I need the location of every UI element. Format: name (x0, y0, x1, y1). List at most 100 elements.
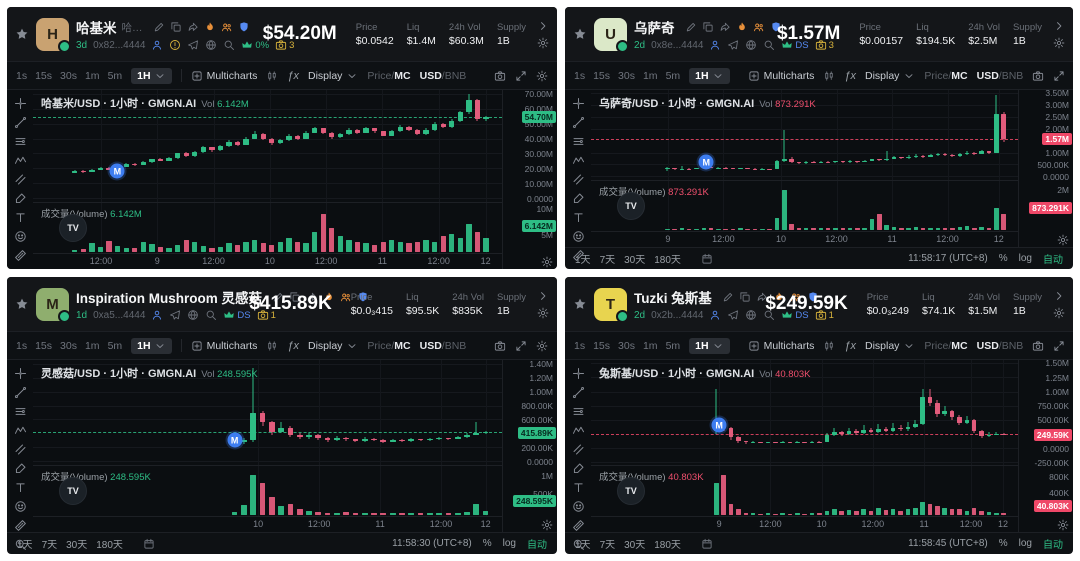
fullscreen-icon[interactable] (1053, 340, 1065, 352)
holders-icon[interactable] (790, 291, 802, 303)
channel-icon[interactable] (572, 173, 585, 186)
horizontal-lines-icon[interactable] (572, 405, 585, 418)
website-icon[interactable] (745, 309, 757, 321)
timeframe-1h-button[interactable]: 1H (689, 67, 730, 84)
price-chart[interactable]: 哈基米/USD · 1小时 · GMGN.AI Vol 6.142M M (33, 90, 502, 202)
candle-style-icon[interactable] (823, 340, 835, 352)
dev-icon[interactable] (151, 39, 163, 51)
favorite-star-icon[interactable] (15, 297, 29, 311)
favorite-star-icon[interactable] (573, 27, 587, 41)
migration-marker[interactable]: M (227, 432, 243, 448)
copy-icon[interactable] (170, 21, 182, 33)
timeframe-1h-button[interactable]: 1H (131, 337, 172, 354)
dev-icon[interactable] (709, 39, 721, 51)
range-3-button[interactable]: 30天 (66, 540, 88, 551)
emoji-icon[interactable] (14, 500, 27, 513)
time-axis[interactable]: 10 12:00 11 12:00 12 (33, 516, 502, 532)
horizontal-lines-icon[interactable] (14, 405, 27, 418)
multicharts-button[interactable]: Multicharts (748, 340, 814, 352)
telegram-icon[interactable] (727, 39, 739, 51)
usd-bnb-toggle[interactable]: USD/BNB (976, 339, 1024, 352)
crown-badge[interactable]: DS (781, 39, 809, 51)
dev-icon[interactable] (151, 309, 163, 321)
candle-style-icon[interactable] (266, 340, 278, 352)
price-mc-toggle[interactable]: Price/MC (367, 339, 411, 352)
emoji-icon[interactable] (572, 230, 585, 243)
indicators-fx-button[interactable]: ƒx (844, 339, 856, 352)
timeframe-5m-button[interactable]: 5m (665, 69, 681, 82)
range-4-button[interactable]: 180天 (96, 540, 123, 551)
price-axis[interactable]: 3.50M 3.00M 2.50M 2.00M 1.00M 500.00K 0.0000 1.… (1019, 88, 1073, 182)
time-axis[interactable]: 9 12:00 10 12:00 11 12:00 12 (591, 516, 1018, 532)
emoji-icon[interactable] (14, 230, 27, 243)
settings-gear-icon[interactable] (536, 70, 548, 82)
timeframe-5m-button[interactable]: 5m (107, 339, 123, 352)
holders-icon[interactable] (221, 21, 233, 33)
tradingview-logo[interactable]: TV (617, 192, 645, 220)
fullscreen-icon[interactable] (1053, 70, 1065, 82)
range-1-button[interactable]: 1天 (575, 255, 591, 266)
token-avatar[interactable]: H (36, 17, 71, 53)
range-3-button[interactable]: 30天 (624, 540, 646, 551)
time-axis[interactable]: 9 12:00 10 12:00 11 12:00 12 (591, 231, 1018, 247)
multicharts-button[interactable]: Multicharts (191, 340, 257, 352)
token-address[interactable]: 0x2b...4444 (651, 309, 704, 321)
horizontal-lines-icon[interactable] (14, 135, 27, 148)
snapshot-badge[interactable]: 3 (815, 39, 834, 51)
xabcd-pattern-icon[interactable] (14, 424, 27, 437)
snapshot-badge[interactable]: 1 (257, 309, 276, 321)
indicators-fx-button[interactable]: ƒx (287, 69, 299, 82)
ruler-icon[interactable] (572, 519, 585, 532)
migration-marker[interactable]: M (698, 154, 714, 170)
tradingview-logo[interactable]: TV (617, 477, 645, 505)
zoom-in-icon[interactable] (14, 268, 27, 269)
screenshot-icon[interactable] (1032, 340, 1044, 352)
price-axis[interactable]: 1.40M 1.20M 1.00M 800.00K 600.00K 200.00K 0.00… (503, 359, 557, 467)
price-mc-toggle[interactable]: Price/MC (924, 69, 968, 82)
range-1-button[interactable]: 1天 (575, 540, 591, 551)
volume-chart[interactable]: 成交量(Volume) 6.142M TV (33, 202, 502, 253)
crosshair-icon[interactable] (572, 97, 585, 110)
chevron-right-icon[interactable] (537, 290, 549, 302)
time-axis[interactable]: 12:00 9 12:00 10 12:00 11 12:00 12 (33, 253, 502, 269)
crown-badge[interactable]: DS (223, 309, 251, 321)
brush-icon[interactable] (572, 192, 585, 205)
auto-scale-button[interactable]: 自动 (527, 540, 547, 551)
range-4-button[interactable]: 180天 (654, 540, 681, 551)
telegram-icon[interactable] (727, 309, 739, 321)
price-chart[interactable]: 兔斯基/USD · 1小时 · GMGN.AI Vol 40.803K M (591, 360, 1018, 465)
token-avatar[interactable]: M (36, 287, 71, 323)
edit-icon[interactable] (153, 21, 165, 33)
log-scale-button[interactable]: log (1018, 538, 1032, 549)
timeframe-15s-button[interactable]: 15s (35, 69, 53, 82)
price-chart[interactable]: 乌萨奇/USD · 1小时 · GMGN.AI Vol 873.291K M (591, 90, 1018, 180)
indicators-fx-button[interactable]: ƒx (844, 69, 856, 82)
goto-date-icon[interactable] (701, 253, 713, 265)
telegram-icon[interactable] (169, 309, 181, 321)
copy-icon[interactable] (702, 21, 714, 33)
screenshot-icon[interactable] (494, 340, 506, 352)
indicators-fx-button[interactable]: ƒx (287, 339, 299, 352)
edit-icon[interactable] (685, 21, 697, 33)
zoom-in-icon[interactable] (572, 268, 585, 269)
website-icon[interactable] (745, 39, 757, 51)
range-1-button[interactable]: 1天 (17, 540, 33, 551)
display-dropdown[interactable]: Display (865, 340, 915, 352)
tradingview-logo[interactable]: TV (59, 214, 87, 242)
tradingview-logo[interactable]: TV (59, 477, 87, 505)
percent-scale-button[interactable]: % (998, 253, 1008, 264)
crosshair-icon[interactable] (14, 97, 27, 110)
axis-settings-gear-icon[interactable] (1057, 234, 1069, 246)
text-icon[interactable] (572, 481, 585, 494)
display-dropdown[interactable]: Display (308, 70, 358, 82)
volume-axis[interactable]: 2M 873.291K (1019, 181, 1073, 232)
holders-icon[interactable] (340, 291, 352, 303)
search-icon[interactable] (205, 309, 217, 321)
share-icon[interactable] (719, 21, 731, 33)
timeframe-1m-button[interactable]: 1m (642, 339, 658, 352)
timeframe-1s-button[interactable]: 1s (16, 339, 28, 352)
zoom-in-icon[interactable] (14, 538, 27, 551)
trendline-icon[interactable] (14, 386, 27, 399)
multicharts-button[interactable]: Multicharts (191, 70, 257, 82)
volume-axis[interactable]: 1M 500K248.595K (503, 466, 557, 517)
